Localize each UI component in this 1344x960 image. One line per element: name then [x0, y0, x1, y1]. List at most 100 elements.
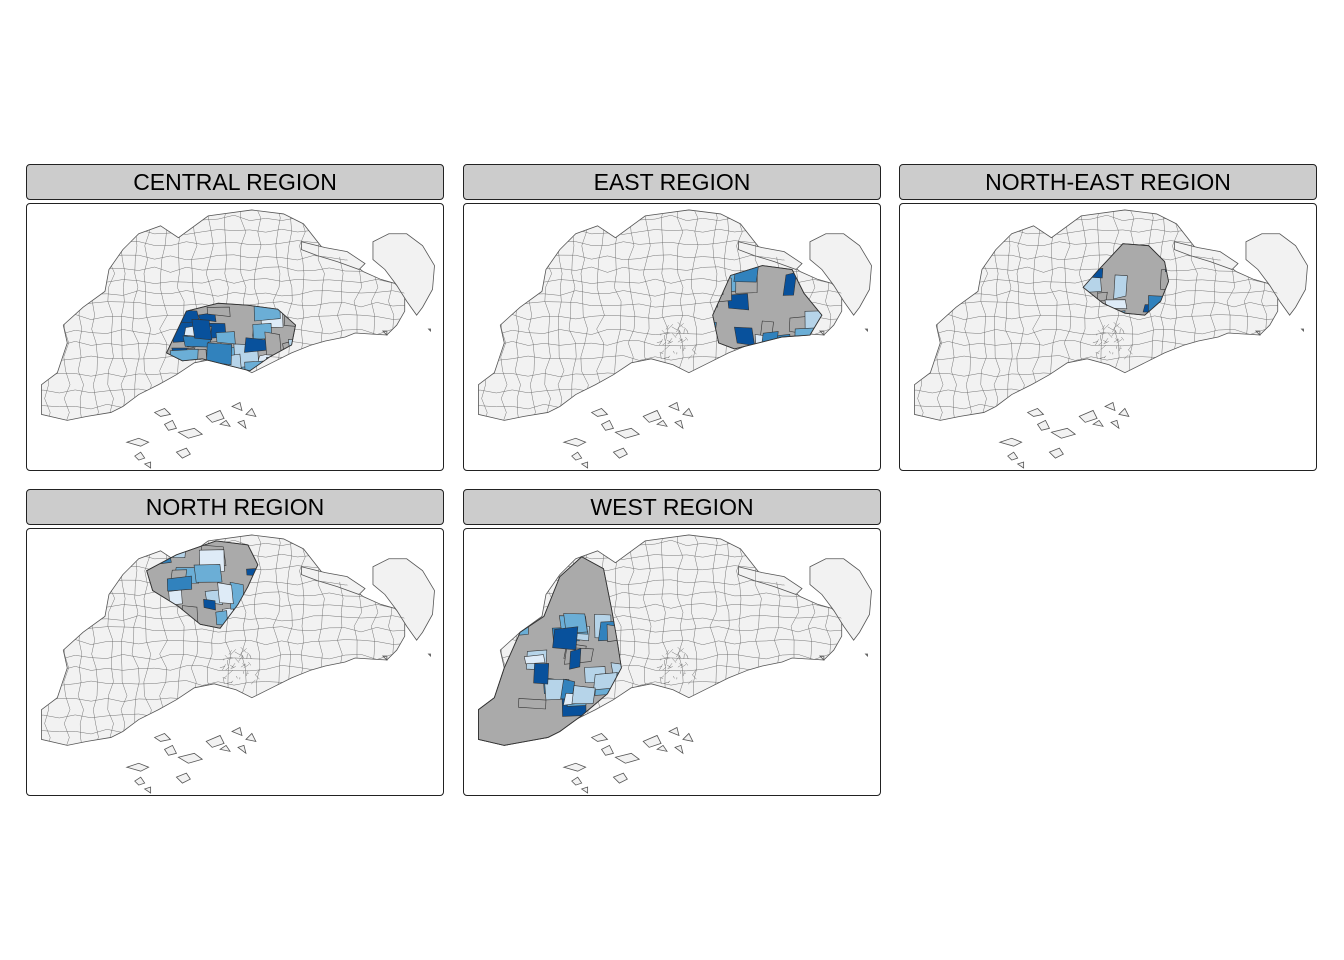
subzone-line: [1104, 338, 1109, 343]
subzone-line: [667, 355, 671, 359]
subzone-line: [230, 680, 234, 684]
islet-4: [153, 732, 172, 742]
subzone-line: [672, 333, 677, 338]
subzone-line: [226, 681, 233, 684]
subzone-line: [660, 350, 665, 355]
islet-8: [656, 419, 668, 427]
subzone-line: [1115, 323, 1120, 328]
subzone-line: [675, 330, 681, 337]
subzone-line: [661, 330, 667, 336]
islet-2: [571, 776, 583, 786]
subzone-line: [247, 652, 251, 657]
subzone-line: [28, 760, 441, 766]
subzone-north-16: [166, 575, 193, 592]
subzone-line: [41, 744, 405, 746]
islet-12: [612, 772, 628, 784]
subzone-line: [242, 648, 247, 653]
facet-north: NORTH REGION: [26, 489, 444, 796]
subzone-line: [28, 435, 441, 441]
changi-reclaimed-land: [372, 558, 435, 641]
subzone-line: [685, 661, 689, 666]
islet-7: [642, 734, 662, 748]
subzone-line: [1050, 209, 1058, 421]
islet-14: [1300, 328, 1304, 333]
islet-5: [163, 419, 178, 431]
subzone-line: [480, 534, 488, 746]
region-highlight-north: [146, 540, 259, 629]
islet-14: [427, 653, 431, 658]
subzone-line: [43, 209, 51, 421]
singapore-map-central: [28, 209, 441, 469]
subzone-line: [230, 666, 236, 670]
subzone-line: [914, 419, 1278, 421]
subzone-line: [241, 654, 245, 659]
main-island: [41, 534, 406, 746]
islet-2: [134, 776, 146, 786]
subzone-line: [676, 327, 679, 333]
changi-reclaimed-land: [809, 558, 872, 641]
subzone-line: [684, 347, 686, 350]
subzone-line: [1004, 209, 1013, 421]
subzone-line: [709, 534, 718, 746]
subzone-line: [1226, 209, 1235, 421]
singapore-map-north: [28, 534, 441, 794]
islet-1: [998, 437, 1023, 447]
subzone-line: [667, 680, 671, 684]
subzone-line: [627, 209, 636, 421]
region-outline-north: [146, 540, 259, 629]
subzone-line: [754, 534, 762, 746]
subzone-line: [1123, 354, 1129, 360]
subzone-line: [663, 681, 670, 684]
subzone-line: [676, 534, 684, 746]
subzone-line: [660, 675, 665, 680]
subzone-line: [676, 209, 684, 421]
subzone-line: [677, 647, 684, 654]
subzone-line: [691, 674, 697, 680]
subzone-central-40: [215, 331, 236, 345]
subzone-line: [1121, 336, 1125, 341]
islet-9: [231, 401, 243, 412]
subzone-line: [243, 664, 250, 669]
subzone-east-22: [818, 351, 847, 374]
subzone-line: [255, 669, 260, 675]
islet-9: [231, 726, 243, 737]
subzone-line: [684, 327, 688, 332]
subzone-line: [684, 652, 688, 657]
subzone-line: [1078, 209, 1088, 421]
main-island: [478, 209, 843, 421]
subzone-central-37: [191, 318, 213, 341]
subzone-line: [659, 339, 663, 346]
islet-10: [674, 419, 684, 430]
islet-1: [562, 762, 587, 772]
subzone-line: [667, 665, 672, 668]
islet-7: [1078, 409, 1098, 423]
singapore-map-northeast: [914, 209, 1308, 469]
subzone-line: [677, 322, 684, 329]
singapore-map-east: [478, 209, 872, 469]
islet-9: [668, 401, 680, 412]
subzone-line: [677, 338, 683, 343]
subzone-west-8: [523, 654, 546, 665]
subzone-line: [676, 652, 679, 658]
islet-8: [1092, 419, 1104, 427]
subzone-line: [1095, 339, 1099, 346]
subzone-line: [317, 209, 325, 421]
subzone-line: [683, 328, 685, 334]
subzone-line: [691, 209, 700, 421]
subzone-line: [1190, 209, 1198, 421]
subzone-line: [478, 419, 842, 421]
subzone-line: [675, 655, 681, 662]
changi-reclaimed-land: [809, 233, 872, 316]
facet-title-north: NORTH REGION: [26, 489, 444, 525]
subzone-west-4: [518, 698, 547, 710]
facet-title-northeast: NORTH-EAST REGION: [899, 164, 1317, 200]
islet-11: [682, 407, 694, 417]
subzone-line: [223, 678, 225, 684]
subzone-line: [227, 670, 233, 675]
subzone-line: [664, 660, 666, 666]
subzone-line: [683, 671, 685, 677]
subzone-line: [298, 209, 306, 421]
facet-title-central: CENTRAL REGION: [26, 164, 444, 200]
subzone-line: [1109, 350, 1111, 354]
subzone-line: [679, 648, 684, 653]
